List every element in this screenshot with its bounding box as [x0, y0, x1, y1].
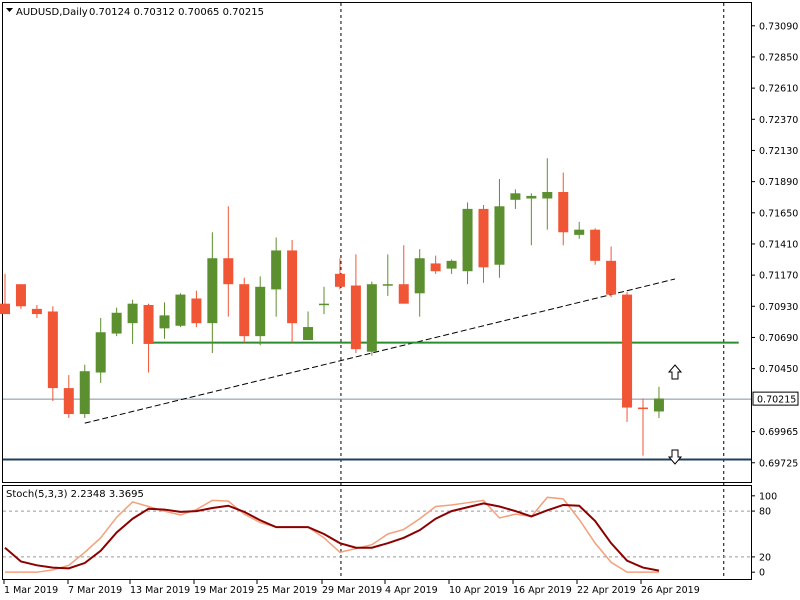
price-tick-label: 0.72850: [759, 52, 798, 63]
date-tick-label: 16 Apr 2019: [513, 585, 572, 596]
price-tick-label: 0.72130: [759, 146, 798, 157]
candle-bull: [574, 229, 585, 235]
date-axis: 1 Mar 2019 7 Mar 2019 13 Mar 2019 19 Mar 20…: [3, 580, 700, 596]
stoch-chart-frame: [2, 485, 752, 580]
stoch-tick-label: 0: [759, 568, 765, 579]
date-tick-label: 4 Apr 2019: [385, 585, 438, 596]
candle-bear: [63, 388, 74, 415]
stoch-tick-label: 20: [759, 552, 771, 563]
price-tick-label: 0.70690: [759, 333, 798, 344]
current-price-label: 0.70215: [757, 395, 796, 406]
price-axis: 0.73090 0.72850 0.72610 0.72370 0.72130 0.718…: [751, 21, 799, 469]
candle-bull: [414, 258, 425, 294]
candle-bull: [510, 193, 521, 200]
date-tick-label: 22 Apr 2019: [577, 585, 636, 596]
date-tick-label: 29 Mar 2019: [322, 585, 382, 596]
date-tick-label: 19 Mar 2019: [194, 585, 254, 596]
price-tick-label: 0.73090: [759, 21, 798, 32]
candle-bear: [430, 263, 441, 272]
stoch-axis: 100 80 20 0: [751, 491, 777, 579]
candle-bear: [239, 284, 250, 337]
current-price-box: [752, 391, 799, 406]
candle-bear: [15, 284, 26, 307]
price-tick-label: 0.69965: [759, 427, 798, 438]
price-tick-label: 0.70450: [759, 364, 798, 375]
candle-bull: [207, 258, 218, 324]
price-tick-label: 0.71650: [759, 208, 798, 219]
candle-bear: [398, 284, 409, 304]
stoch-tick-label: 100: [759, 491, 777, 502]
candle-bull: [526, 195, 537, 199]
date-tick-label: 1 Mar 2019: [4, 585, 58, 596]
stoch-label: Stoch(5,3,3) 2.2348 3.3695: [6, 489, 144, 500]
stoch-tick-label: 80: [759, 507, 771, 518]
dropdown-triangle-icon[interactable]: [6, 8, 13, 12]
price-tick-label: 0.71170: [759, 271, 798, 282]
candle-bull: [111, 312, 122, 334]
candle-bull: [542, 192, 553, 199]
candle-bull: [95, 332, 106, 373]
candle-bear: [606, 260, 617, 295]
candle-bear: [143, 304, 154, 344]
main-chart-frame: [2, 2, 752, 483]
candle-bear: [47, 311, 58, 389]
candle-bear: [478, 208, 489, 268]
date-tick-label: 25 Mar 2019: [257, 585, 317, 596]
candle-bull: [79, 371, 90, 415]
candle-bull: [319, 303, 329, 306]
candle-bear: [0, 303, 10, 315]
stoch-line-signal: [4, 502, 660, 572]
price-tick-label: 0.72610: [759, 84, 798, 95]
candle-bull: [303, 327, 314, 341]
price-tick-label: 0.71410: [759, 239, 798, 250]
candle-bear: [622, 294, 633, 408]
candle-bear: [558, 192, 569, 233]
candle-bear: [31, 308, 42, 315]
candle-bull: [255, 286, 266, 337]
candle-bear: [590, 229, 601, 261]
date-tick-label: 26 Apr 2019: [641, 585, 700, 596]
price-tick-label: 0.71890: [759, 177, 798, 188]
symbol-label: AUDUSD,Daily: [16, 7, 88, 18]
candle-bull: [382, 284, 393, 286]
candle-bull: [462, 208, 473, 272]
candle-bull: [366, 284, 377, 352]
down-arrow-icon: [667, 449, 683, 465]
candle-bear: [287, 250, 298, 324]
price-tick-label: 0.72370: [759, 115, 798, 126]
price-tick-label: 0.70930: [759, 302, 798, 313]
candle-bear: [350, 285, 361, 350]
date-tick-label: 7 Mar 2019: [68, 585, 122, 596]
candle-bull: [271, 250, 282, 290]
candle-bull: [175, 294, 186, 326]
date-tick-label: 10 Apr 2019: [449, 585, 508, 596]
candle-bear: [223, 258, 234, 285]
date-tick-label: 13 Mar 2019: [130, 585, 190, 596]
candle-bear: [334, 273, 345, 287]
stoch-line-main: [5, 496, 659, 573]
ohlc-values: 0.70124 0.70312 0.70065 0.70215: [89, 7, 264, 18]
candle-bull: [494, 206, 505, 265]
candle-bear: [191, 298, 202, 324]
candle-bull: [159, 315, 170, 329]
stochastic-lines: [4, 496, 660, 573]
candles: [0, 158, 664, 456]
price-tick-label: 0.69725: [759, 458, 798, 469]
trend-line: [84, 278, 676, 424]
candle-bear: [638, 407, 648, 410]
candle-bull: [653, 398, 664, 412]
candle-bull: [446, 260, 457, 269]
up-arrow-icon: [667, 364, 683, 380]
candle-bull: [127, 303, 138, 324]
